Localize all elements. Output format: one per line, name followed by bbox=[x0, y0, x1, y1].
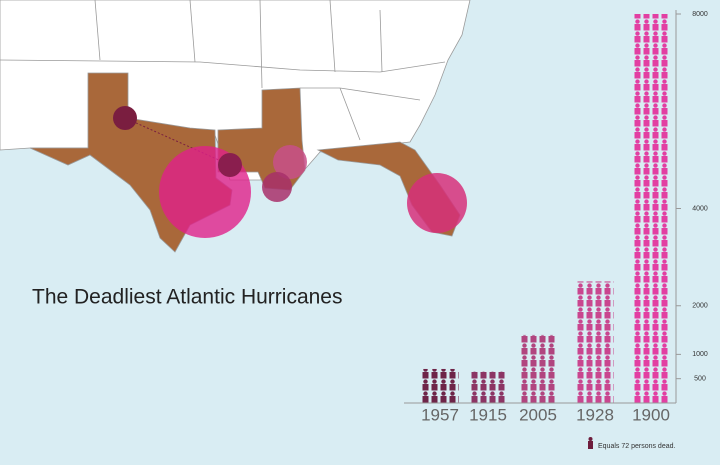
pictogram-column bbox=[520, 334, 556, 403]
y-tick-label: 4000 bbox=[692, 205, 708, 212]
track bbox=[124, 117, 231, 166]
y-tick-label: 1000 bbox=[692, 351, 708, 358]
y-tick-label: 2000 bbox=[692, 303, 708, 310]
legend-text: Equals 72 persons dead. bbox=[598, 443, 675, 450]
x-tick-label: 1957 bbox=[421, 405, 459, 424]
x-tick-label: 2005 bbox=[519, 405, 557, 424]
pictogram-column bbox=[576, 281, 614, 403]
x-tick-label: 1900 bbox=[632, 405, 670, 424]
marker-1928 bbox=[407, 173, 467, 233]
legend-icon bbox=[588, 437, 593, 449]
chart-title: The Deadliest Atlantic Hurricanes bbox=[32, 286, 342, 309]
marker-2005a bbox=[273, 145, 307, 179]
marker-1957 bbox=[113, 106, 137, 130]
pictogram-column bbox=[421, 368, 459, 403]
marker-2005b bbox=[262, 172, 292, 202]
marker-1915 bbox=[218, 153, 242, 177]
pictogram-column bbox=[470, 371, 506, 403]
y-tick-label: 500 bbox=[694, 376, 706, 383]
y-tick-label: 8000 bbox=[692, 11, 708, 18]
pictogram-column bbox=[633, 14, 669, 403]
state-borders bbox=[0, 0, 446, 141]
x-tick-label: 1915 bbox=[469, 405, 507, 424]
landfall-markers bbox=[113, 106, 467, 238]
x-tick-label: 1928 bbox=[576, 405, 614, 424]
